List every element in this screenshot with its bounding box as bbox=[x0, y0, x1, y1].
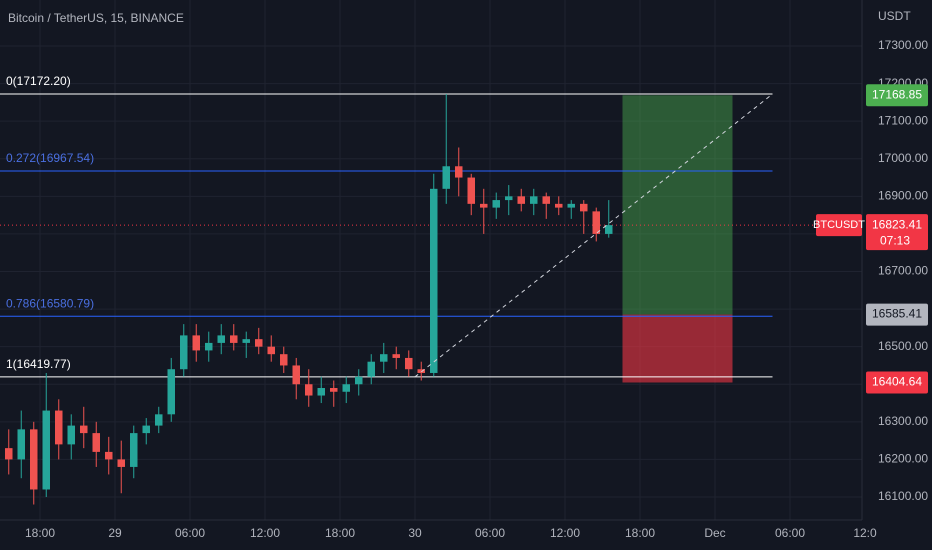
candle-body bbox=[530, 196, 538, 204]
candle-body bbox=[467, 177, 475, 204]
candle-body bbox=[117, 459, 125, 467]
candle-body bbox=[242, 339, 250, 343]
x-tick-label: 12:00 bbox=[550, 526, 580, 540]
fib-label: 1(16419.77) bbox=[6, 357, 71, 371]
candle-body bbox=[542, 196, 550, 204]
candle-body bbox=[42, 410, 50, 490]
y-tick-label: 16500.00 bbox=[878, 339, 928, 353]
candle-body bbox=[555, 203, 563, 208]
x-tick-label: 12:0 bbox=[853, 526, 877, 540]
target-zone bbox=[622, 95, 733, 315]
y-tick-label: 16100.00 bbox=[878, 489, 928, 503]
candle-body bbox=[205, 342, 213, 351]
x-tick-label: 12:00 bbox=[250, 526, 280, 540]
candle-body bbox=[305, 384, 313, 396]
candle-body bbox=[580, 203, 588, 212]
x-tick-label: 18:00 bbox=[325, 526, 355, 540]
candle-body bbox=[330, 388, 338, 392]
y-tick-label: 16700.00 bbox=[878, 264, 928, 278]
price-badge bbox=[866, 371, 928, 394]
candle-body bbox=[142, 425, 150, 434]
fib-label: 0.272(16967.54) bbox=[6, 151, 94, 165]
fib-label: 0.786(16580.79) bbox=[6, 296, 94, 310]
candle-body bbox=[405, 357, 413, 370]
x-tick-label: 29 bbox=[108, 526, 122, 540]
y-tick-label: 16300.00 bbox=[878, 414, 928, 428]
x-tick-label: 06:00 bbox=[175, 526, 205, 540]
candle-body bbox=[355, 376, 363, 385]
candle-body bbox=[592, 211, 600, 234]
candle-body bbox=[380, 354, 388, 362]
price-badge bbox=[866, 214, 928, 251]
candle-body bbox=[5, 448, 13, 460]
trend-line bbox=[414, 93, 773, 378]
candle-body bbox=[417, 369, 425, 373]
candle-body bbox=[155, 414, 163, 426]
price-badge bbox=[866, 303, 928, 326]
x-tick-label: 18:00 bbox=[25, 526, 55, 540]
candle-body bbox=[480, 203, 488, 208]
symbol-badge bbox=[816, 214, 862, 237]
y-tick-label: 17100.00 bbox=[878, 113, 928, 127]
y-tick-label: 17000.00 bbox=[878, 151, 928, 165]
candle-body bbox=[17, 429, 25, 460]
candle-body bbox=[342, 384, 350, 392]
candle-body bbox=[255, 339, 263, 347]
x-tick-label: Dec bbox=[704, 526, 725, 540]
candle-body bbox=[367, 361, 375, 377]
candle-body bbox=[92, 433, 100, 452]
candle-body bbox=[492, 200, 500, 208]
candle-body bbox=[605, 225, 613, 234]
stop-zone bbox=[622, 314, 733, 383]
y-tick-label: 16900.00 bbox=[878, 189, 928, 203]
candle-body bbox=[430, 188, 438, 373]
candle-body bbox=[392, 354, 400, 358]
candle-body bbox=[280, 354, 288, 366]
candle-body bbox=[442, 166, 450, 189]
currency-label: USDT bbox=[878, 9, 911, 23]
countdown-label: 07:13 bbox=[880, 233, 910, 247]
candle-body bbox=[30, 429, 38, 490]
fib-label: 0(17172.20) bbox=[6, 74, 71, 88]
price-badge bbox=[866, 84, 928, 107]
candle-body bbox=[505, 196, 513, 201]
candle-body bbox=[217, 335, 225, 343]
candle-body bbox=[67, 425, 75, 445]
x-tick-label: 06:00 bbox=[475, 526, 505, 540]
candle-body bbox=[292, 365, 300, 385]
candle-body bbox=[180, 335, 188, 370]
candle-body bbox=[192, 335, 200, 351]
plot: 0(17172.20) 0.272(16967.54) 0.786(16580.79… bbox=[0, 74, 862, 505]
candle-body bbox=[55, 410, 63, 445]
price-badge-label: 16585.41 bbox=[872, 307, 922, 321]
candle-body bbox=[167, 369, 175, 415]
chart-title: Bitcoin / TetherUS, 15, BINANCE bbox=[8, 11, 184, 25]
price-badge-label: 16404.64 bbox=[872, 375, 922, 389]
candle-body bbox=[130, 433, 138, 467]
x-tick-label: 18:00 bbox=[625, 526, 655, 540]
candle-body bbox=[517, 196, 525, 204]
symbol-label: BTCUSDT bbox=[813, 219, 865, 231]
candle-body bbox=[317, 388, 325, 396]
y-tick-label: 16200.00 bbox=[878, 452, 928, 466]
price-badge-label: 16823.41 bbox=[872, 217, 922, 231]
x-tick-label: 30 bbox=[408, 526, 422, 540]
candle-body bbox=[80, 425, 88, 434]
candle-body bbox=[267, 346, 275, 355]
candle-body bbox=[105, 451, 113, 460]
axis-labels: 16100.0016200.0016300.0016400.0016500.00… bbox=[25, 38, 928, 540]
candle-body bbox=[455, 166, 463, 178]
candle-body bbox=[230, 335, 238, 343]
price-badge-label: 17168.85 bbox=[872, 87, 922, 101]
candle-body bbox=[567, 203, 575, 208]
y-tick-label: 17300.00 bbox=[878, 38, 928, 52]
x-tick-label: 06:00 bbox=[775, 526, 805, 540]
